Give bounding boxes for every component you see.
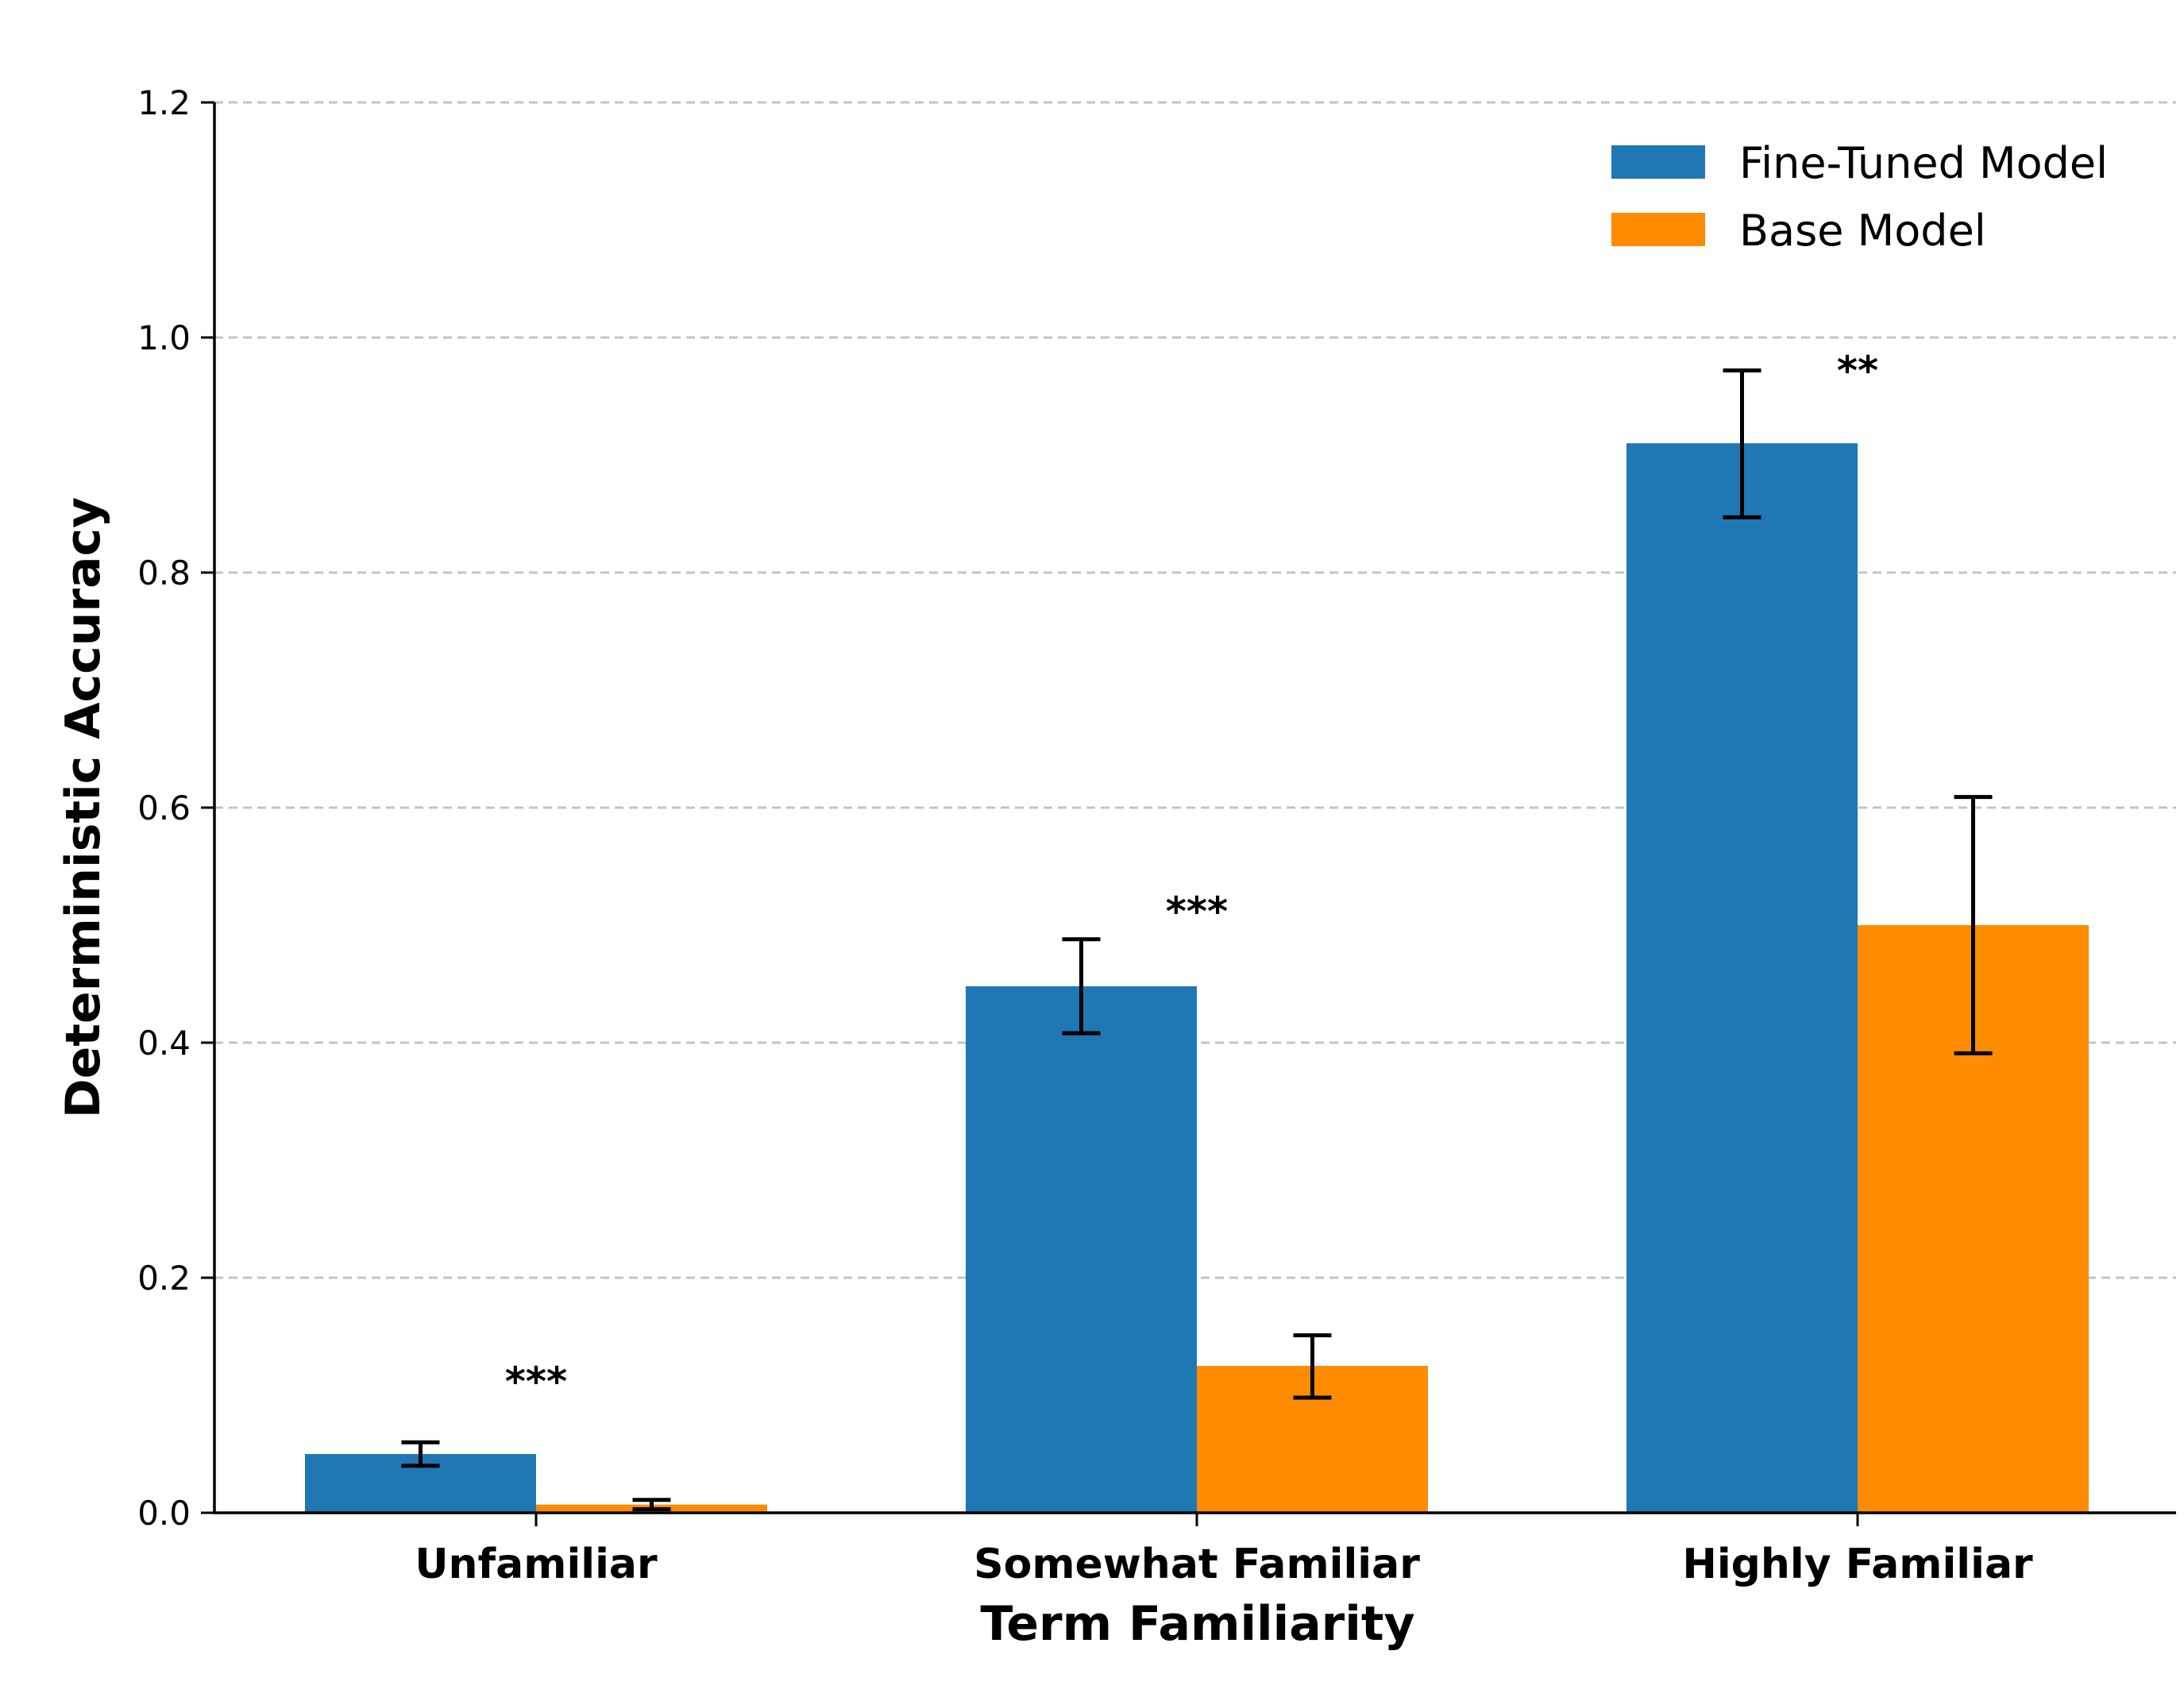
x-tick-label-1: Somewhat Familiar [974,1541,1420,1588]
significance-marker-2: ** [1837,348,1878,394]
significance-marker-1: *** [1166,889,1228,935]
x-axis-title: Term Familiarity [980,1596,1414,1652]
y-tick-label-3: 0.6 [137,789,191,827]
legend-swatch-base [1611,213,1705,246]
legend-swatch-fine-tuned [1611,145,1705,179]
legend: Fine-Tuned Model Base Model [1611,138,2108,256]
error-bar-base-0 [632,1498,671,1512]
y-tick-label-2: 0.4 [137,1024,191,1063]
x-tick-label-2: Highly Familiar [1682,1541,2033,1588]
y-axis-title: Deterministic Accuracy [56,497,111,1118]
y-tick-label-0: 0.0 [137,1494,191,1533]
labels: 0.0 0.2 0.4 0.6 0.8 1.0 1.2 Unfamiliar Somewhat … [137,83,2033,1588]
y-tick-label-4: 0.8 [137,554,191,592]
y-tick-label-1: 0.2 [137,1259,191,1298]
y-tick-label-5: 1.0 [137,318,191,357]
legend-label-base: Base Model [1739,206,1986,256]
error-bar-fine-tuned-1 [1062,937,1101,1036]
axes [201,101,2176,1526]
legend-label-fine-tuned: Fine-Tuned Model [1739,138,2108,188]
error-bar-base-1 [1293,1333,1332,1400]
y-tick-label-6: 1.2 [137,83,191,122]
error-bar-base-2 [1954,795,1993,1055]
significance-marker-0: *** [505,1359,567,1405]
error-bars [401,368,1993,1512]
error-bar-fine-tuned-2 [1723,368,1761,519]
bar-fine-tuned-1 [966,986,1197,1513]
error-bar-fine-tuned-0 [401,1440,440,1468]
x-tick-label-0: Unfamiliar [415,1541,658,1588]
bar-fine-tuned-2 [1626,443,1858,1514]
bars [305,443,2089,1514]
